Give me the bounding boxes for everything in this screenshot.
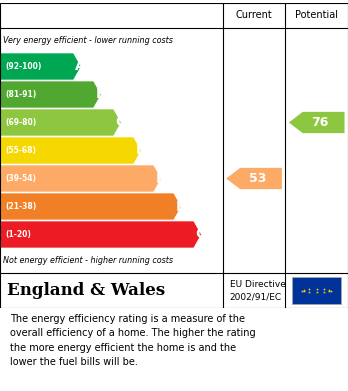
Text: (81-91): (81-91) (5, 90, 37, 99)
Polygon shape (0, 81, 101, 108)
Text: 53: 53 (249, 172, 266, 185)
Text: The energy efficiency rating is a measure of the
overall efficiency of a home. T: The energy efficiency rating is a measur… (10, 314, 256, 367)
Text: (21-38): (21-38) (5, 202, 37, 211)
Polygon shape (0, 53, 81, 80)
Text: 76: 76 (311, 116, 329, 129)
Text: (55-68): (55-68) (5, 146, 36, 155)
Polygon shape (0, 137, 141, 164)
Text: A: A (75, 59, 86, 74)
Bar (292, 277, 341, 304)
Text: G: G (196, 228, 207, 242)
Text: (92-100): (92-100) (5, 62, 42, 71)
Text: England & Wales: England & Wales (7, 282, 165, 299)
Text: D: D (135, 143, 147, 158)
Text: E: E (156, 172, 165, 185)
Text: C: C (115, 115, 126, 129)
Polygon shape (0, 165, 161, 192)
Polygon shape (0, 109, 121, 136)
Text: (69-80): (69-80) (5, 118, 37, 127)
Polygon shape (0, 193, 181, 220)
Polygon shape (289, 112, 345, 133)
Text: Current: Current (236, 10, 272, 20)
Text: EU Directive
2002/91/EC: EU Directive 2002/91/EC (230, 280, 286, 301)
Polygon shape (0, 221, 201, 248)
Text: Energy Efficiency Rating: Energy Efficiency Rating (10, 7, 220, 22)
Text: Not energy efficient - higher running costs: Not energy efficient - higher running co… (3, 256, 174, 265)
Text: Potential: Potential (295, 10, 338, 20)
Text: B: B (95, 88, 106, 102)
Polygon shape (226, 168, 282, 189)
Text: Very energy efficient - lower running costs: Very energy efficient - lower running co… (3, 36, 173, 45)
Text: (39-54): (39-54) (5, 174, 36, 183)
Text: (1-20): (1-20) (5, 230, 31, 239)
Text: F: F (175, 199, 185, 213)
